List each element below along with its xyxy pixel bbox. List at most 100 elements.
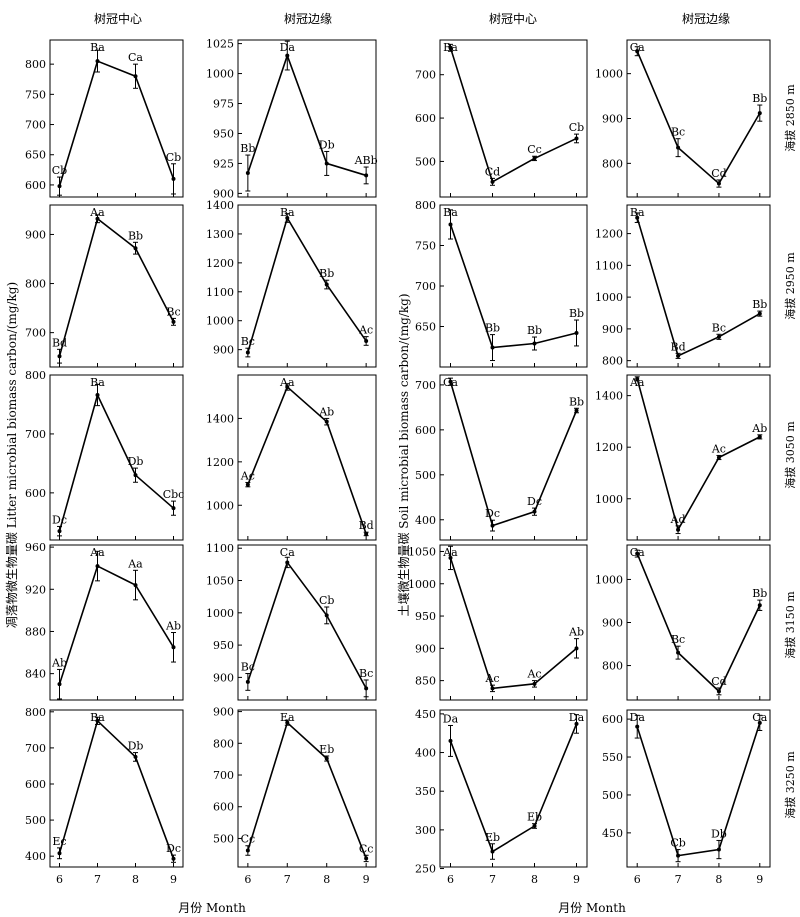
panel-5-4-ytick-label: 600: [602, 713, 623, 726]
panel-2-2-data-label: Bb: [319, 267, 334, 280]
panel-4-4-data-point: [676, 650, 681, 655]
panel-2-3-data-label: Bb: [569, 307, 584, 320]
panel-4-4-data-point: [635, 551, 640, 556]
panel-3-3-data-point: [532, 509, 537, 514]
panel-5-1-ytick-label: 500: [25, 814, 46, 827]
panel-3-1-data-label: Cbc: [163, 488, 185, 501]
row-title-2: 海拔 2950 m: [783, 252, 797, 320]
panel-2-2-ytick-label: 1100: [206, 286, 234, 299]
panel-4-2-data-point: [285, 560, 290, 565]
panel-2-4-ytick-label: 800: [602, 355, 623, 368]
panel-1-2-data-label: ABb: [354, 154, 378, 167]
panel-3-3-ytick-label: 400: [415, 514, 436, 527]
panel-5-3-ytick-label: 450: [415, 708, 436, 721]
panel-4-3-series-line: [449, 557, 578, 690]
row-title-1: 海拔 2850 m: [783, 84, 797, 152]
panel-3-2-ytick-label: 1400: [206, 412, 234, 425]
panel-1-1-series-line: [58, 60, 175, 187]
panel-4-4-ytick-label: 900: [602, 617, 623, 630]
panel-1-3-data-label: Cc: [527, 143, 542, 156]
panel-3-2: 1000 1200 1400 Ac Aa Ab Bd: [206, 374, 377, 541]
panel-2-1-data-point: [171, 319, 176, 324]
panel-1-3-data-label: Cb: [569, 121, 584, 134]
panel-2-3-ytick-label: 700: [415, 280, 436, 293]
panel-2-4-ytick-label: 1200: [595, 228, 623, 241]
panel-5-2-xtick-label: 9: [363, 873, 370, 886]
panel-4-3-ytick-label: 850: [415, 675, 436, 688]
panel-4-2-ytick-label: 1050: [206, 575, 234, 588]
panel-5-1-xtick-label: 6: [56, 873, 63, 886]
panel-5-4-data-label: Ca: [752, 711, 767, 724]
panel-2-1-data-label: Bb: [128, 229, 143, 242]
panel-3-3-ytick-label: 600: [415, 424, 436, 437]
panel-1-3-frame: [439, 39, 588, 198]
panel-3-4-data-label: Ac: [711, 442, 726, 455]
panel-5-2-data-point: [245, 848, 250, 853]
col-title-4: 树冠边缘: [682, 11, 730, 26]
panel-3-3-series-line: [449, 381, 578, 527]
panel-5-4-data-point: [716, 847, 721, 852]
panels: 600650700750800CbBaCaCb90092595097510001…: [25, 38, 771, 886]
panel-2-4-data-label: Bc: [712, 321, 726, 334]
panel-5-3-data-label: Eb: [485, 831, 500, 844]
left-x-axis-title: 月份 Month: [178, 901, 246, 915]
panel-3-4-data-label: Aa: [629, 376, 645, 389]
panel-1-1-data-point: [95, 59, 100, 64]
panel-4-4-ytick-label: 1000: [595, 573, 623, 586]
panel-5-4-data-label: Da: [630, 711, 646, 724]
panel-4-1-ytick-label: 920: [25, 583, 46, 596]
panel-2-4-ytick-label: 900: [602, 323, 623, 336]
panel-5-3-series-line: [449, 723, 578, 853]
panel-4-1-data-point: [95, 564, 100, 569]
panel-1-2-ytick-label: 950: [213, 127, 234, 140]
panel-4-2-data-label: Bc: [241, 661, 255, 674]
panel-1-1-data-point: [133, 74, 138, 79]
panel-3-1-series-line: [58, 392, 175, 532]
panel-2-3-data-point: [574, 330, 579, 335]
panel-3-2-ytick-label: 1000: [206, 499, 234, 512]
panel-4-1-data-point: [133, 583, 138, 588]
panel-3-4-ytick-label: 1400: [595, 390, 623, 403]
panel-1-2-data-point: [285, 53, 290, 58]
panel-5-1-ytick-label: 400: [25, 850, 46, 863]
panel-1-1-data-label: Cb: [52, 164, 67, 177]
panel-4-3-frame: [439, 544, 588, 701]
panel-4-4-data-point: [716, 689, 721, 694]
panel-2-4-ytick-label: 1000: [595, 291, 623, 304]
panel-5-3-data-point: [490, 849, 495, 854]
panel-5-2-ytick-label: 800: [213, 737, 234, 750]
panel-3-3-data-point: [574, 408, 579, 413]
panel-1-1-ytick-label: 800: [25, 58, 46, 71]
panel-5-4-xtick-label: 9: [756, 873, 763, 886]
panel-2-4-data-point: [757, 311, 762, 316]
panel-3-4-data-label: Ab: [751, 422, 767, 435]
panel-4-1-data-label: Ab: [165, 620, 181, 633]
panel-2-2-data-point: [364, 338, 369, 343]
panel-3-3-data-label: Dc: [527, 495, 542, 508]
panel-4-2-ytick-label: 1100: [206, 542, 234, 555]
panel-2-3-ytick-label: 750: [415, 240, 436, 253]
panel-2-3-data-label: Ba: [443, 206, 458, 219]
panel-4-1-data-label: Ab: [51, 656, 67, 669]
panel-3-1-ytick-label: 800: [25, 369, 46, 382]
panel-5-2-data-label: Eb: [319, 743, 334, 756]
panel-5-2-data-label: Ea: [280, 711, 295, 724]
panel-2-3-frame: [439, 204, 588, 368]
panel-5-3-xtick-label: 7: [489, 873, 496, 886]
panel-3-2-ytick-label: 1200: [206, 456, 234, 469]
panel-1-1-data-label: Cb: [166, 151, 181, 164]
panel-4-3-data-label: Ac: [526, 668, 541, 681]
panel-2-1-data-label: Bc: [166, 305, 180, 318]
panel-5-2: 500 600 700 800 900 6 7 8 9 Cc Ea Eb Cc: [213, 706, 377, 886]
panel-1-3-ytick-label: 700: [415, 69, 436, 82]
panel-4-3-data-label: Ac: [484, 672, 499, 685]
panel-4-1-ytick-label: 960: [25, 541, 46, 554]
panel-1-2-data-label: Db: [319, 138, 335, 151]
panel-4-1-ytick-label: 840: [25, 668, 46, 681]
panel-3-2-series-line: [247, 385, 367, 535]
panel-1-2-frame: [237, 39, 377, 198]
panel-4-2-data-point: [364, 686, 369, 691]
col-title-3: 树冠中心: [489, 11, 537, 26]
panel-2-2-frame: [237, 204, 377, 368]
panel-2-4-data-label: Bb: [752, 298, 767, 311]
